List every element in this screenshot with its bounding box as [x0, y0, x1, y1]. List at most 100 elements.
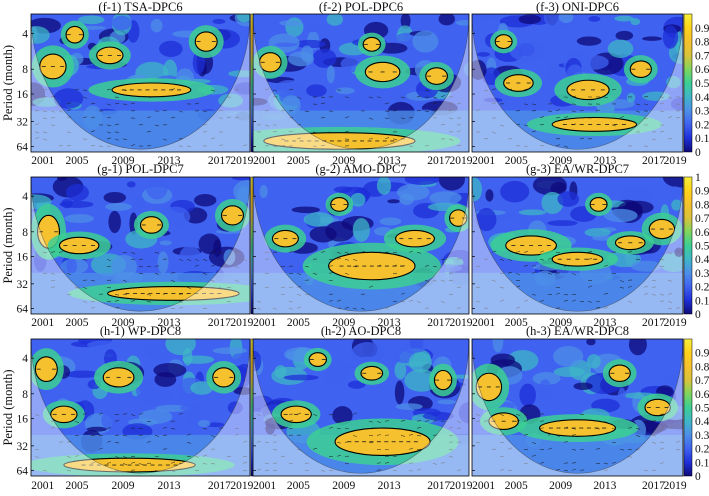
phase-arrow [130, 462, 136, 464]
phase-arrow [186, 442, 192, 444]
significant-region [425, 67, 448, 85]
phase-arrow [194, 259, 200, 261]
significant-region [330, 196, 349, 212]
phase-arrow [523, 88, 529, 91]
phase-arrow [162, 448, 168, 450]
coherence-patch [306, 84, 327, 97]
phase-arrow [178, 110, 184, 113]
plot-frame [471, 338, 684, 477]
phase-arrow [499, 287, 505, 289]
colorbar-tick-label: 0.1 [695, 133, 709, 145]
phase-arrow [122, 435, 128, 437]
phase-arrow [344, 273, 350, 275]
coherence-patch [262, 90, 272, 96]
phase-arrow [368, 117, 374, 120]
colorbar-tick-label: 0.2 [695, 444, 709, 456]
phase-arrow [627, 301, 633, 303]
phase-arrow [491, 88, 497, 91]
coherence-patch [312, 48, 337, 68]
phase-arrow [234, 266, 240, 268]
phase-arrow [344, 130, 350, 133]
coherence-patch [155, 404, 190, 412]
coherence-patch [324, 367, 349, 384]
phase-arrow [659, 102, 665, 105]
coherence-patch [325, 221, 355, 242]
colorbar-tick-label: 0.4 [695, 254, 709, 266]
phase-arrow [384, 307, 390, 309]
coherence-patch [630, 18, 641, 26]
phase-arrow [475, 109, 481, 112]
coherence-patch [232, 177, 250, 181]
phase-arrow [320, 96, 326, 98]
phase-arrow [456, 421, 462, 423]
phase-arrow [114, 442, 120, 444]
coherence-patch [550, 182, 567, 194]
phase-arrow [416, 110, 422, 112]
phase-arrow [352, 308, 358, 310]
coherence-patch [351, 342, 385, 365]
phase-arrow [611, 461, 617, 464]
phase-arrow [376, 264, 382, 267]
phase-arrow [82, 259, 88, 261]
phase-arrow [170, 280, 176, 282]
phase-arrow [288, 308, 294, 310]
phase-arrow [170, 308, 176, 310]
x-tick-label: 2017 [208, 317, 231, 329]
phase-arrow [675, 307, 681, 309]
x-tick-label: 2001 [31, 155, 54, 167]
phase-arrow [344, 116, 350, 119]
cone-of-influence [253, 14, 469, 152]
phase-arrow [34, 95, 40, 98]
phase-arrow [90, 307, 96, 309]
significant-region [139, 216, 163, 234]
phase-arrow [424, 420, 430, 422]
phase-arrow [146, 96, 152, 98]
coherence-patch [159, 240, 172, 246]
x-tick-label: 2001 [253, 155, 276, 167]
x-tick-label: 2013 [378, 155, 401, 167]
phase-arrow [400, 96, 406, 99]
phase-arrow [122, 280, 128, 282]
phase-arrow [50, 95, 56, 98]
phase-arrow [162, 109, 168, 112]
heatmap-area [472, 339, 683, 476]
x-tick-label: 2009 [332, 155, 355, 167]
phase-arrow [202, 428, 208, 430]
phase-arrow [242, 461, 248, 464]
coherence-patch [233, 82, 250, 95]
y-tick-label: 32 [17, 441, 29, 453]
coherence-patch [607, 39, 634, 58]
phase-arrow [272, 145, 278, 148]
phase-arrow [90, 462, 96, 464]
phase-arrow [360, 250, 366, 253]
phase-arrow [194, 264, 200, 267]
phase-arrow [58, 110, 64, 113]
phase-arrow [619, 449, 625, 451]
phase-arrow [170, 470, 176, 473]
coherence-patch [190, 381, 214, 395]
phase-arrow [643, 103, 649, 105]
phase-arrow [531, 130, 537, 133]
phase-arrow [643, 421, 649, 423]
phase-arrow [539, 462, 545, 464]
x-tick-label: 2013 [378, 317, 401, 329]
phase-arrow [138, 266, 144, 268]
coherence-panel: (g-2) AMO-DPC7 2001 2005 2009 2013 2017 2019 [252, 162, 473, 329]
phase-arrow [138, 428, 144, 430]
coherence-patch [437, 399, 457, 405]
coherence-patch [577, 54, 609, 70]
phase-arrow [66, 116, 72, 119]
coherence-patch [662, 177, 683, 188]
heatmap-area [31, 339, 250, 476]
phase-arrow [408, 300, 414, 302]
coherence-patch [303, 212, 334, 227]
phase-arrow [328, 265, 334, 267]
plot-frame [30, 13, 251, 153]
heatmap-area [31, 14, 250, 152]
phase-arrow [531, 294, 537, 296]
phase-arrow [515, 251, 521, 253]
phase-arrow [210, 264, 216, 267]
x-tick-label: 2013 [593, 480, 616, 492]
phase-arrow [336, 428, 342, 430]
x-tick-label: 2009 [332, 480, 355, 492]
